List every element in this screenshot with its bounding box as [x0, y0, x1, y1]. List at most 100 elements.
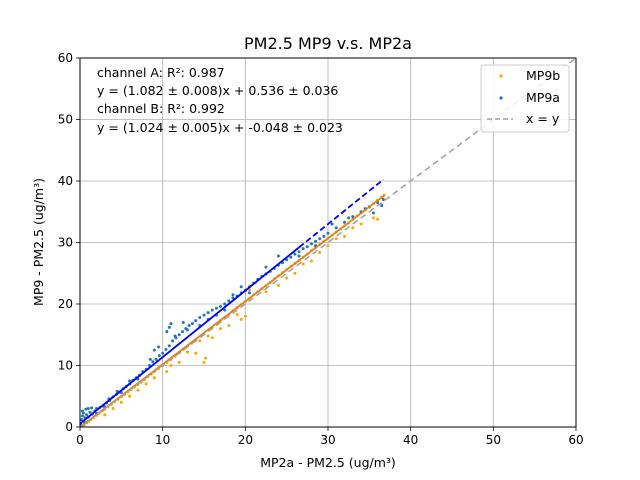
y-tick-label: 10: [58, 359, 73, 373]
data-point: [285, 276, 289, 280]
annotation-channel-a-r2: channel A: R²: 0.987: [97, 65, 225, 80]
data-point: [181, 330, 185, 334]
x-axis-label: MP2a - PM2.5 (ug/m³): [260, 455, 396, 470]
data-point: [318, 250, 322, 254]
legend: MP9b MP9a x = y: [480, 64, 570, 133]
legend-label-mp9b: MP9b: [526, 68, 560, 83]
chart-title: PM2.5 MP9 v.s. MP2a: [244, 34, 412, 53]
data-point: [343, 220, 347, 224]
data-point: [309, 259, 313, 263]
data-point: [214, 306, 218, 310]
legend-box: [480, 64, 570, 133]
annotation-channel-a-equation: y = (1.082 ± 0.008)x + 0.536 ± 0.036: [97, 83, 338, 98]
annotation-channel-b-equation: y = (1.024 ± 0.005)x + -0.048 ± 0.023: [97, 120, 343, 135]
data-point: [293, 252, 297, 256]
y-axis-label: MP9 - PM2.5 (ug/m³): [31, 178, 46, 306]
data-point: [157, 345, 161, 349]
data-point: [371, 216, 375, 220]
data-point: [231, 293, 235, 297]
data-point: [227, 299, 231, 303]
data-point: [111, 407, 115, 411]
data-point: [276, 254, 280, 258]
data-point: [152, 376, 156, 380]
data-point: [88, 410, 92, 414]
data-point: [247, 291, 251, 295]
x-tick-label: 60: [568, 433, 583, 447]
fit-line-mp9b: [80, 194, 385, 427]
data-point: [326, 231, 330, 235]
data-point: [90, 406, 94, 410]
data-point: [161, 351, 165, 355]
data-point: [181, 320, 185, 324]
data-point: [223, 302, 227, 306]
data-point: [157, 354, 161, 358]
data-point: [305, 245, 309, 249]
data-point: [301, 247, 305, 251]
data-point: [198, 339, 202, 343]
data-point: [80, 409, 84, 413]
x-tick-label: 0: [76, 433, 84, 447]
data-point: [334, 226, 338, 230]
data-point: [301, 262, 305, 266]
data-point: [165, 370, 169, 374]
data-point: [318, 237, 322, 241]
data-point: [276, 284, 280, 288]
data-point: [334, 237, 338, 241]
data-point: [185, 328, 189, 332]
x-tick-label: 20: [238, 433, 253, 447]
data-point: [164, 348, 168, 352]
data-point: [167, 325, 171, 329]
data-point: [247, 288, 251, 292]
data-point: [210, 336, 214, 340]
data-point: [136, 388, 140, 392]
data-point: [177, 333, 181, 337]
data-point: [185, 350, 189, 354]
x-tick-label: 30: [320, 433, 335, 447]
y-tick-label: 20: [58, 297, 73, 311]
data-point: [119, 400, 123, 404]
data-point: [190, 322, 194, 326]
fit-line-extension-mp9a: [298, 178, 384, 249]
data-point: [231, 296, 235, 300]
data-point: [206, 311, 210, 315]
data-point: [202, 313, 206, 317]
data-point: [103, 413, 107, 417]
data-point: [152, 348, 156, 352]
x-tick-label: 40: [403, 433, 418, 447]
data-point: [351, 215, 355, 219]
fit-line-mp9a: [80, 246, 300, 425]
data-point: [169, 322, 173, 326]
data-point: [297, 250, 301, 254]
data-point: [144, 382, 148, 386]
y-tick-label: 0: [65, 420, 73, 434]
y-tick-label: 30: [58, 236, 73, 250]
data-point: [80, 418, 84, 422]
data-point: [177, 360, 181, 364]
data-point: [239, 317, 243, 321]
x-tick-label: 10: [155, 433, 170, 447]
data-point: [169, 364, 173, 367]
data-point: [148, 357, 152, 361]
data-point: [326, 244, 330, 248]
data-point: [351, 226, 355, 230]
data-point: [322, 234, 326, 238]
data-point: [128, 394, 132, 398]
data-point: [371, 211, 375, 215]
data-point: [167, 344, 171, 348]
data-point: [289, 255, 293, 259]
y-tick-label: 60: [58, 51, 73, 65]
data-point: [380, 204, 384, 208]
legend-marker-mp9a: [499, 96, 503, 100]
data-point: [85, 413, 89, 417]
data-point: [243, 314, 247, 318]
data-point: [194, 319, 198, 323]
y-axis-ticks: 0 10 20 30 40 50 60: [58, 51, 80, 434]
data-point: [80, 414, 84, 418]
annotation-channel-b-r2: channel B: R²: 0.992: [97, 101, 225, 116]
data-point: [227, 324, 231, 328]
data-point: [198, 316, 202, 320]
data-point: [128, 379, 132, 383]
data-point: [187, 324, 191, 328]
data-point: [343, 234, 347, 238]
